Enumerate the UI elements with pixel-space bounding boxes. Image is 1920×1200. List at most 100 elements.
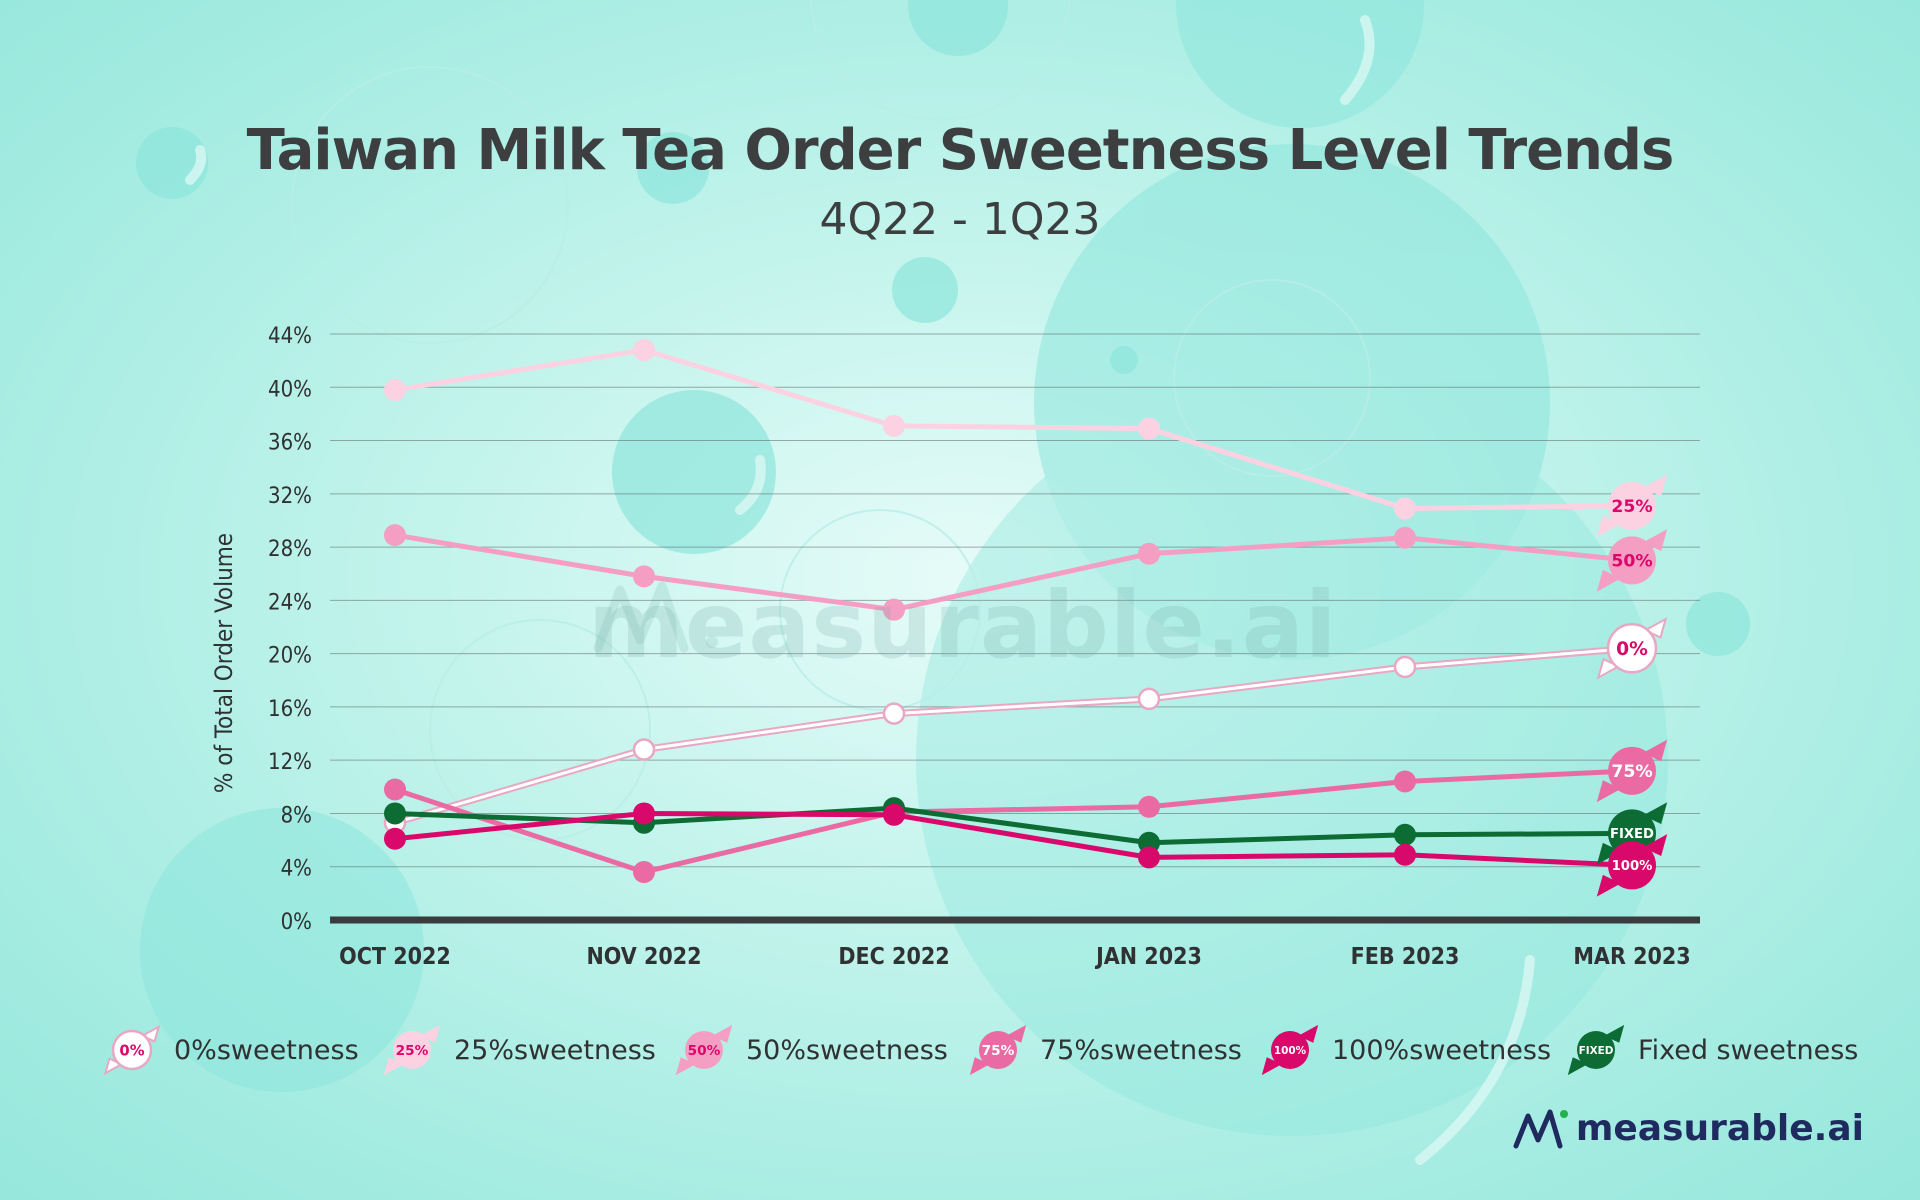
chart-title: Taiwan Milk Tea Order Sweetness Level Tr… xyxy=(246,118,1675,183)
wrapper-end xyxy=(1642,529,1668,551)
candy-body xyxy=(979,1031,1017,1069)
candy-body xyxy=(111,1029,153,1071)
data-point xyxy=(1394,526,1416,549)
candy-body xyxy=(1608,746,1656,795)
data-point xyxy=(384,802,406,825)
y-tick-label: 16% xyxy=(268,697,312,722)
data-point xyxy=(384,778,406,801)
data-point xyxy=(1394,823,1416,846)
candy-label: 25% xyxy=(1611,497,1652,517)
legend-item: 0% 0%sweetness xyxy=(100,1018,359,1082)
candy-label: 50% xyxy=(1611,552,1652,572)
legend-item: 50% 50%sweetness xyxy=(672,1018,948,1082)
candy-body xyxy=(685,1031,723,1069)
data-point xyxy=(1138,846,1160,869)
data-point xyxy=(1137,687,1161,711)
candy-label: 100% xyxy=(1612,859,1653,874)
data-point xyxy=(883,803,905,826)
wrapper-end xyxy=(969,1057,990,1076)
candy-body xyxy=(1606,623,1658,674)
wrapper-end xyxy=(1261,1057,1282,1076)
series-end-badge: 75% xyxy=(1596,739,1668,803)
legend-candy: FIXED xyxy=(1567,1024,1625,1076)
legend-item: FIXED Fixed sweetness xyxy=(1564,1018,1858,1082)
y-tick-label: 28% xyxy=(268,537,312,562)
wrapper-end xyxy=(1642,802,1668,824)
data-point xyxy=(1138,417,1160,440)
y-tick-label: 8% xyxy=(281,803,312,828)
y-tick-label: 0% xyxy=(281,910,312,935)
candy-label: 50% xyxy=(688,1043,721,1059)
y-tick-label: 4% xyxy=(281,857,312,882)
candy-label: FIXED xyxy=(1610,827,1654,842)
candy-label: FIXED xyxy=(1579,1045,1614,1057)
legend-candy: 100% xyxy=(1261,1024,1319,1076)
wrapper-end xyxy=(1642,617,1668,639)
candy-label: 0% xyxy=(119,1042,144,1059)
brand-logo-icon xyxy=(1513,1109,1568,1149)
y-axis-label: % of Total Order Volume xyxy=(210,533,238,793)
y-tick-label: 20% xyxy=(268,644,312,669)
y-tick-label: 44% xyxy=(268,324,312,349)
candy-icon: 0% xyxy=(103,1024,161,1076)
data-point xyxy=(633,338,655,361)
legend-label: 100%sweetness xyxy=(1332,1034,1552,1066)
series-line xyxy=(394,646,1633,825)
wrapper-end xyxy=(1596,842,1622,865)
series-25pct xyxy=(384,338,1633,520)
wrapper-end xyxy=(1596,515,1622,538)
series-line xyxy=(394,810,1633,868)
wrapper-end xyxy=(1642,834,1668,856)
wrapper-end xyxy=(1298,1024,1319,1043)
series-lines xyxy=(383,338,1633,884)
candy-label: 75% xyxy=(1611,762,1652,782)
y-tick-label: 12% xyxy=(268,750,312,775)
y-tick-label: 32% xyxy=(268,484,312,509)
legend-label: 50%sweetness xyxy=(746,1034,948,1066)
wrapper-end xyxy=(675,1057,696,1076)
data-point xyxy=(1394,843,1416,866)
series-end-badge: 50% xyxy=(1596,529,1668,592)
candy-icon: 25% xyxy=(383,1024,441,1076)
data-point xyxy=(883,414,905,437)
wrapper-end xyxy=(420,1024,441,1043)
candy-label: 75% xyxy=(982,1043,1015,1059)
candy-body xyxy=(1271,1031,1309,1069)
data-point xyxy=(633,565,655,588)
data-point xyxy=(1394,770,1416,793)
wrapper-end xyxy=(1596,657,1622,680)
watermark-logo-icon xyxy=(593,581,718,653)
candy-body xyxy=(1577,1031,1615,1069)
candy-icon: FIXED xyxy=(1567,1024,1625,1076)
data-point xyxy=(882,702,906,725)
chart-subtitle: 4Q22 - 1Q23 xyxy=(819,194,1101,245)
series-end-badges: 0% 25% 50% 75% FIXED 100% xyxy=(1596,474,1668,897)
x-tick-label: OCT 2022 xyxy=(339,944,451,970)
series-end-badge: 25% xyxy=(1596,474,1668,538)
data-point xyxy=(384,827,406,850)
candy-body xyxy=(393,1031,431,1069)
series-line xyxy=(394,805,1633,846)
watermark-text: measurable.ai xyxy=(588,572,1338,679)
wrapper-end xyxy=(383,1057,404,1076)
x-tick-label: NOV 2022 xyxy=(586,944,701,970)
data-point xyxy=(632,738,656,761)
x-tick-label: JAN 2023 xyxy=(1094,944,1202,970)
y-tick-label: 40% xyxy=(268,377,312,402)
x-axis-ticks: OCT 2022 NOV 2022 DEC 2022 JAN 2023 FEB 2023… xyxy=(339,944,1691,970)
legend-item: 100% 100%sweetness xyxy=(1258,1018,1551,1082)
legend-candy: 0% xyxy=(103,1024,161,1076)
data-point xyxy=(384,524,406,547)
wrapper-end xyxy=(1596,780,1622,803)
wrapper-end xyxy=(1642,474,1668,497)
legend-label: Fixed sweetness xyxy=(1638,1034,1859,1066)
candy-label: 25% xyxy=(396,1043,429,1059)
candy-body xyxy=(1608,841,1656,890)
wrapper-end xyxy=(1596,569,1622,592)
candy-label: 100% xyxy=(1274,1045,1307,1057)
series-100pct xyxy=(384,802,1633,869)
series-0pct xyxy=(383,644,1633,835)
series-line xyxy=(394,768,1633,875)
legend-candy: 75% xyxy=(969,1024,1027,1076)
